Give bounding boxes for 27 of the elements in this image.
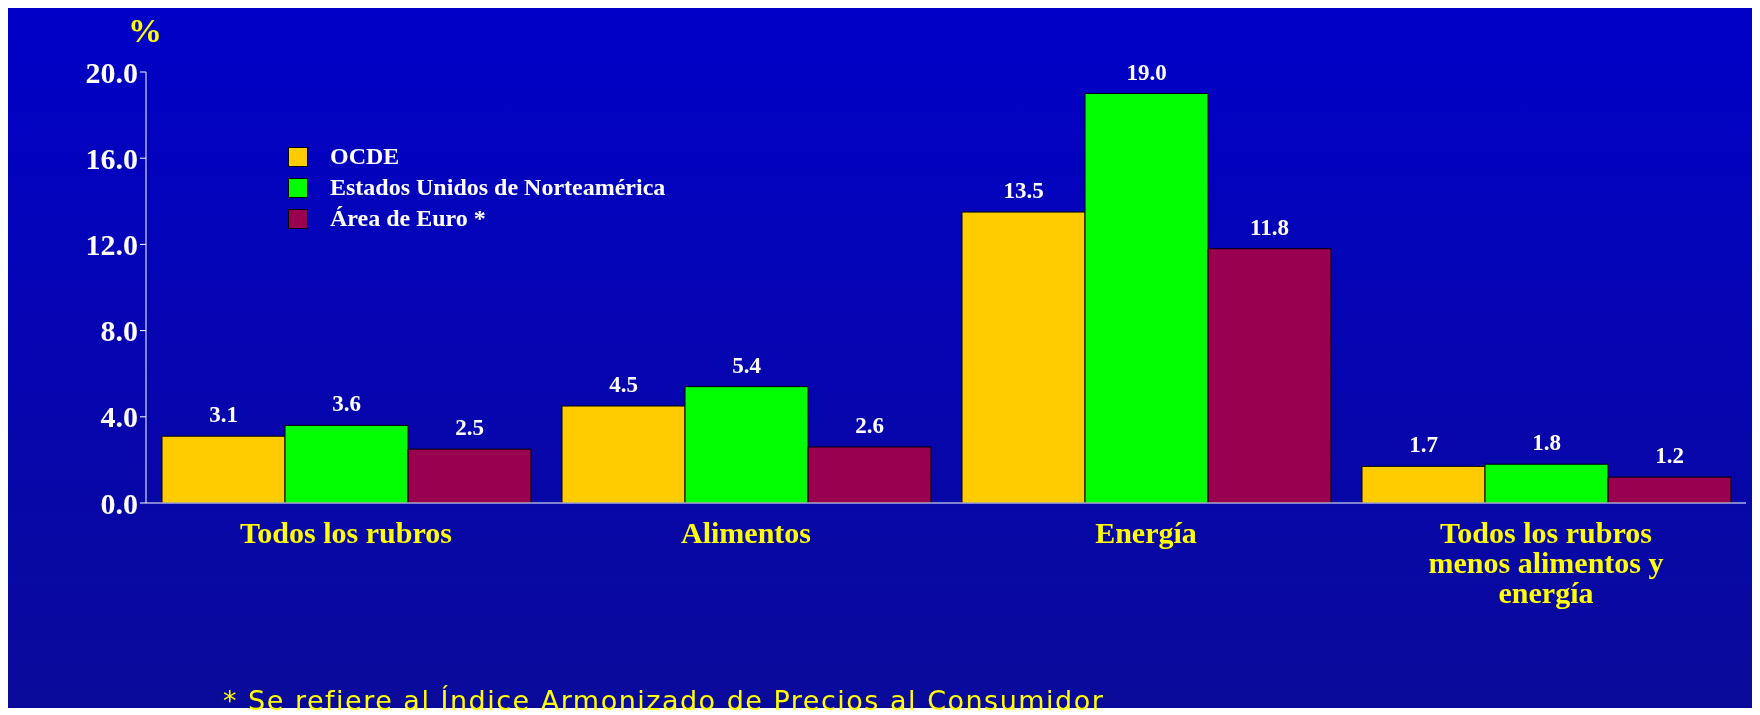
data-label: 19.0 [1126,59,1167,85]
x-tick-label: Todos los rubros menos alimentos y energía [1428,516,1664,609]
x-tick-label: Energía [1095,516,1197,549]
data-label: 2.6 [855,412,884,438]
y-tick-label: 4.0 [100,400,138,434]
y-tick-label: 0.0 [100,486,138,520]
data-label: 1.8 [1532,430,1561,456]
x-tick-label: Todos los rubros [240,516,452,549]
legend-label: Estados Unidos de Norteamérica [330,174,666,201]
y-tick-label: 12.0 [85,228,138,262]
data-label: 3.6 [332,391,361,417]
data-label: 13.5 [1003,178,1044,204]
data-label: 1.2 [1655,443,1684,469]
y-tick-label: 16.0 [85,141,138,175]
data-label: 1.7 [1409,432,1438,458]
y-tick-label: 20.0 [85,55,138,89]
x-tick-label: Alimentos [681,516,811,549]
legend-label: OCDE [330,143,400,170]
data-label: 11.8 [1250,214,1289,240]
y-axis-title: % [128,12,162,50]
data-label: 4.5 [609,372,638,398]
text: * Se refiere al Índice Armonizado de Precios al Consumidor [223,685,1105,715]
legend-label: Área de Euro * [330,205,486,232]
data-label: 5.4 [732,352,762,378]
data-label: 2.5 [455,415,484,441]
data-label: 3.1 [209,402,238,428]
y-tick-label: 8.0 [100,314,138,348]
